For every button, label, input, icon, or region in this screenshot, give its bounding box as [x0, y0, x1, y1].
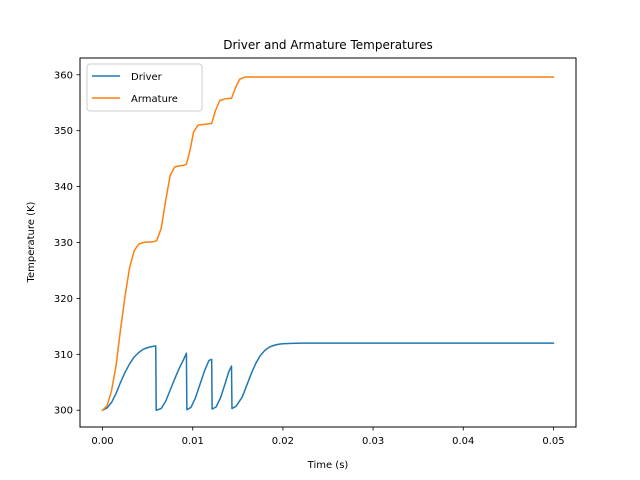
chart-title: Driver and Armature Temperatures [223, 38, 433, 52]
x-tick-label: 0.02 [272, 436, 294, 447]
y-tick-label: 330 [54, 238, 73, 249]
x-tick-label: 0.03 [362, 436, 384, 447]
legend: Driver Armature [86, 63, 203, 112]
series-line-driver [101, 342, 555, 412]
y-tick-label: 360 [54, 70, 73, 81]
y-tick-label: 310 [54, 350, 73, 361]
x-tick-label: 0.01 [182, 436, 204, 447]
legend-label-driver: Driver [131, 72, 163, 83]
x-axis-title: Time (s) [307, 460, 349, 471]
y-tick-label: 340 [54, 182, 73, 193]
y-axis: 300 310 320 330 340 350 360 [54, 70, 80, 417]
y-tick-label: 300 [54, 406, 73, 417]
x-tick-label: 0.00 [91, 436, 113, 447]
axes-frame [79, 57, 577, 428]
x-tick-label: 0.04 [452, 436, 474, 447]
y-axis-title: Temperature (K) [26, 201, 37, 283]
y-tick-label: 320 [54, 294, 73, 305]
plot-area: 0.00 0.01 0.02 0.03 0.04 0.05 300 310 320 330 340… [54, 57, 577, 447]
series-line-armature [101, 76, 555, 412]
x-tick-label: 0.05 [542, 436, 564, 447]
y-tick-label: 350 [54, 126, 73, 137]
series-layer [101, 76, 555, 412]
legend-label-armature: Armature [131, 94, 178, 105]
x-axis: 0.00 0.01 0.02 0.03 0.04 0.05 [91, 427, 565, 447]
